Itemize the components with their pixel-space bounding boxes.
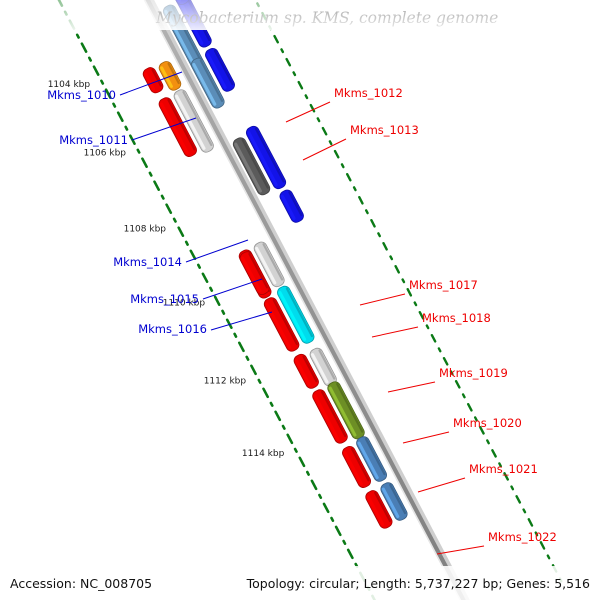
gene-label[interactable]: Mkms_1011 (59, 133, 128, 147)
scale-tick-label: 1112 kbp (204, 377, 247, 387)
gene-feature-group[interactable] (93, 0, 409, 530)
gene-label-leader-line (131, 117, 197, 141)
scale-tick-label: 1114 kbp (242, 449, 285, 459)
gene-label-leader-line (185, 239, 249, 263)
gene-label[interactable]: Mkms_1013 (350, 123, 419, 137)
scale-tick-label: 1104 kbp (48, 80, 91, 90)
gene-feature[interactable] (364, 489, 394, 530)
gene-feature[interactable] (262, 296, 301, 353)
gene-label-leader-line (302, 138, 347, 161)
gene-label-leader-line (285, 101, 331, 123)
gene-label-leader-line (371, 326, 419, 338)
scale-tick-label: 1106 kbp (84, 148, 127, 158)
gene-feature[interactable] (157, 96, 198, 159)
gene-feature[interactable] (189, 56, 226, 110)
gene-label[interactable]: Mkms_1017 (409, 278, 478, 292)
scale-tick-label-group: 1104 kbp 1106 kbp 1108 kbp 1110 kbp 1112 kbp… (48, 80, 285, 459)
gene-label-leader-line (417, 477, 466, 493)
gene-label-leader-line (202, 278, 263, 300)
gene-label-leader-line (402, 431, 450, 444)
scale-tick-label: 1108 kbp (124, 224, 167, 234)
scale-tick-label: 1110 kbp (163, 299, 206, 309)
gene-label[interactable]: Mkms_1014 (113, 255, 182, 269)
gene-feature[interactable] (204, 46, 237, 93)
gene-label-leader-line (210, 311, 273, 331)
gene-label-leader-line (359, 293, 406, 306)
gene-feature[interactable] (141, 66, 165, 95)
gene-label-leader-line (387, 381, 436, 393)
gene-label-leader-line (119, 71, 183, 96)
gene-feature[interactable] (311, 388, 350, 445)
gene-feature[interactable] (244, 124, 287, 190)
gene-label[interactable]: Mkms_1015 (130, 292, 199, 306)
gene-label[interactable]: Mkms_1016 (138, 322, 207, 336)
gene-feature[interactable] (292, 352, 320, 390)
tick-ring-inner (256, 2, 563, 583)
gene-label[interactable]: Mkms_1021 (469, 462, 538, 476)
gene-label-group[interactable]: Mkms_1010 Mkms_1011 Mkms_1012 Mkms_1013 Mkms… (47, 71, 557, 555)
genome-backbone (143, 0, 470, 600)
gene-feature[interactable] (252, 240, 286, 289)
gene-label[interactable]: Mkms_1020 (453, 416, 522, 430)
gene-label[interactable]: Mkms_1019 (439, 366, 508, 380)
gene-feature[interactable] (231, 136, 271, 197)
gene-feature[interactable] (379, 481, 409, 522)
tick-ring-outer (57, 0, 377, 600)
gene-label[interactable]: Mkms_1012 (334, 86, 403, 100)
gene-feature[interactable] (341, 444, 373, 489)
gene-feature[interactable] (326, 380, 366, 441)
gene-label[interactable]: Mkms_1010 (47, 88, 116, 102)
gene-feature[interactable] (238, 250, 271, 297)
gene-feature[interactable] (278, 188, 305, 224)
gene-label[interactable]: Mkms_1022 (488, 530, 557, 544)
gene-feature[interactable] (276, 284, 316, 345)
gene-label[interactable]: Mkms_1018 (422, 311, 491, 325)
gene-feature[interactable] (172, 88, 215, 154)
gene-feature[interactable] (355, 435, 389, 484)
gene-feature[interactable] (308, 346, 338, 387)
page-title: Mycobacterium sp. KMS, complete genome (155, 9, 498, 27)
gene-label-leader-line (436, 545, 485, 555)
